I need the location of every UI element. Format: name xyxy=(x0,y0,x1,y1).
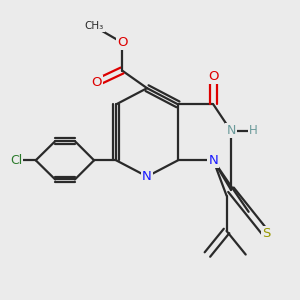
Text: N: N xyxy=(142,170,152,183)
Text: S: S xyxy=(262,227,271,240)
Text: H: H xyxy=(249,124,257,137)
Text: N: N xyxy=(208,154,218,167)
Text: O: O xyxy=(208,70,219,83)
Text: O: O xyxy=(92,76,102,89)
Text: N: N xyxy=(226,124,236,137)
Text: Cl: Cl xyxy=(10,154,22,167)
Text: O: O xyxy=(117,36,127,49)
Text: CH₃: CH₃ xyxy=(84,21,104,31)
